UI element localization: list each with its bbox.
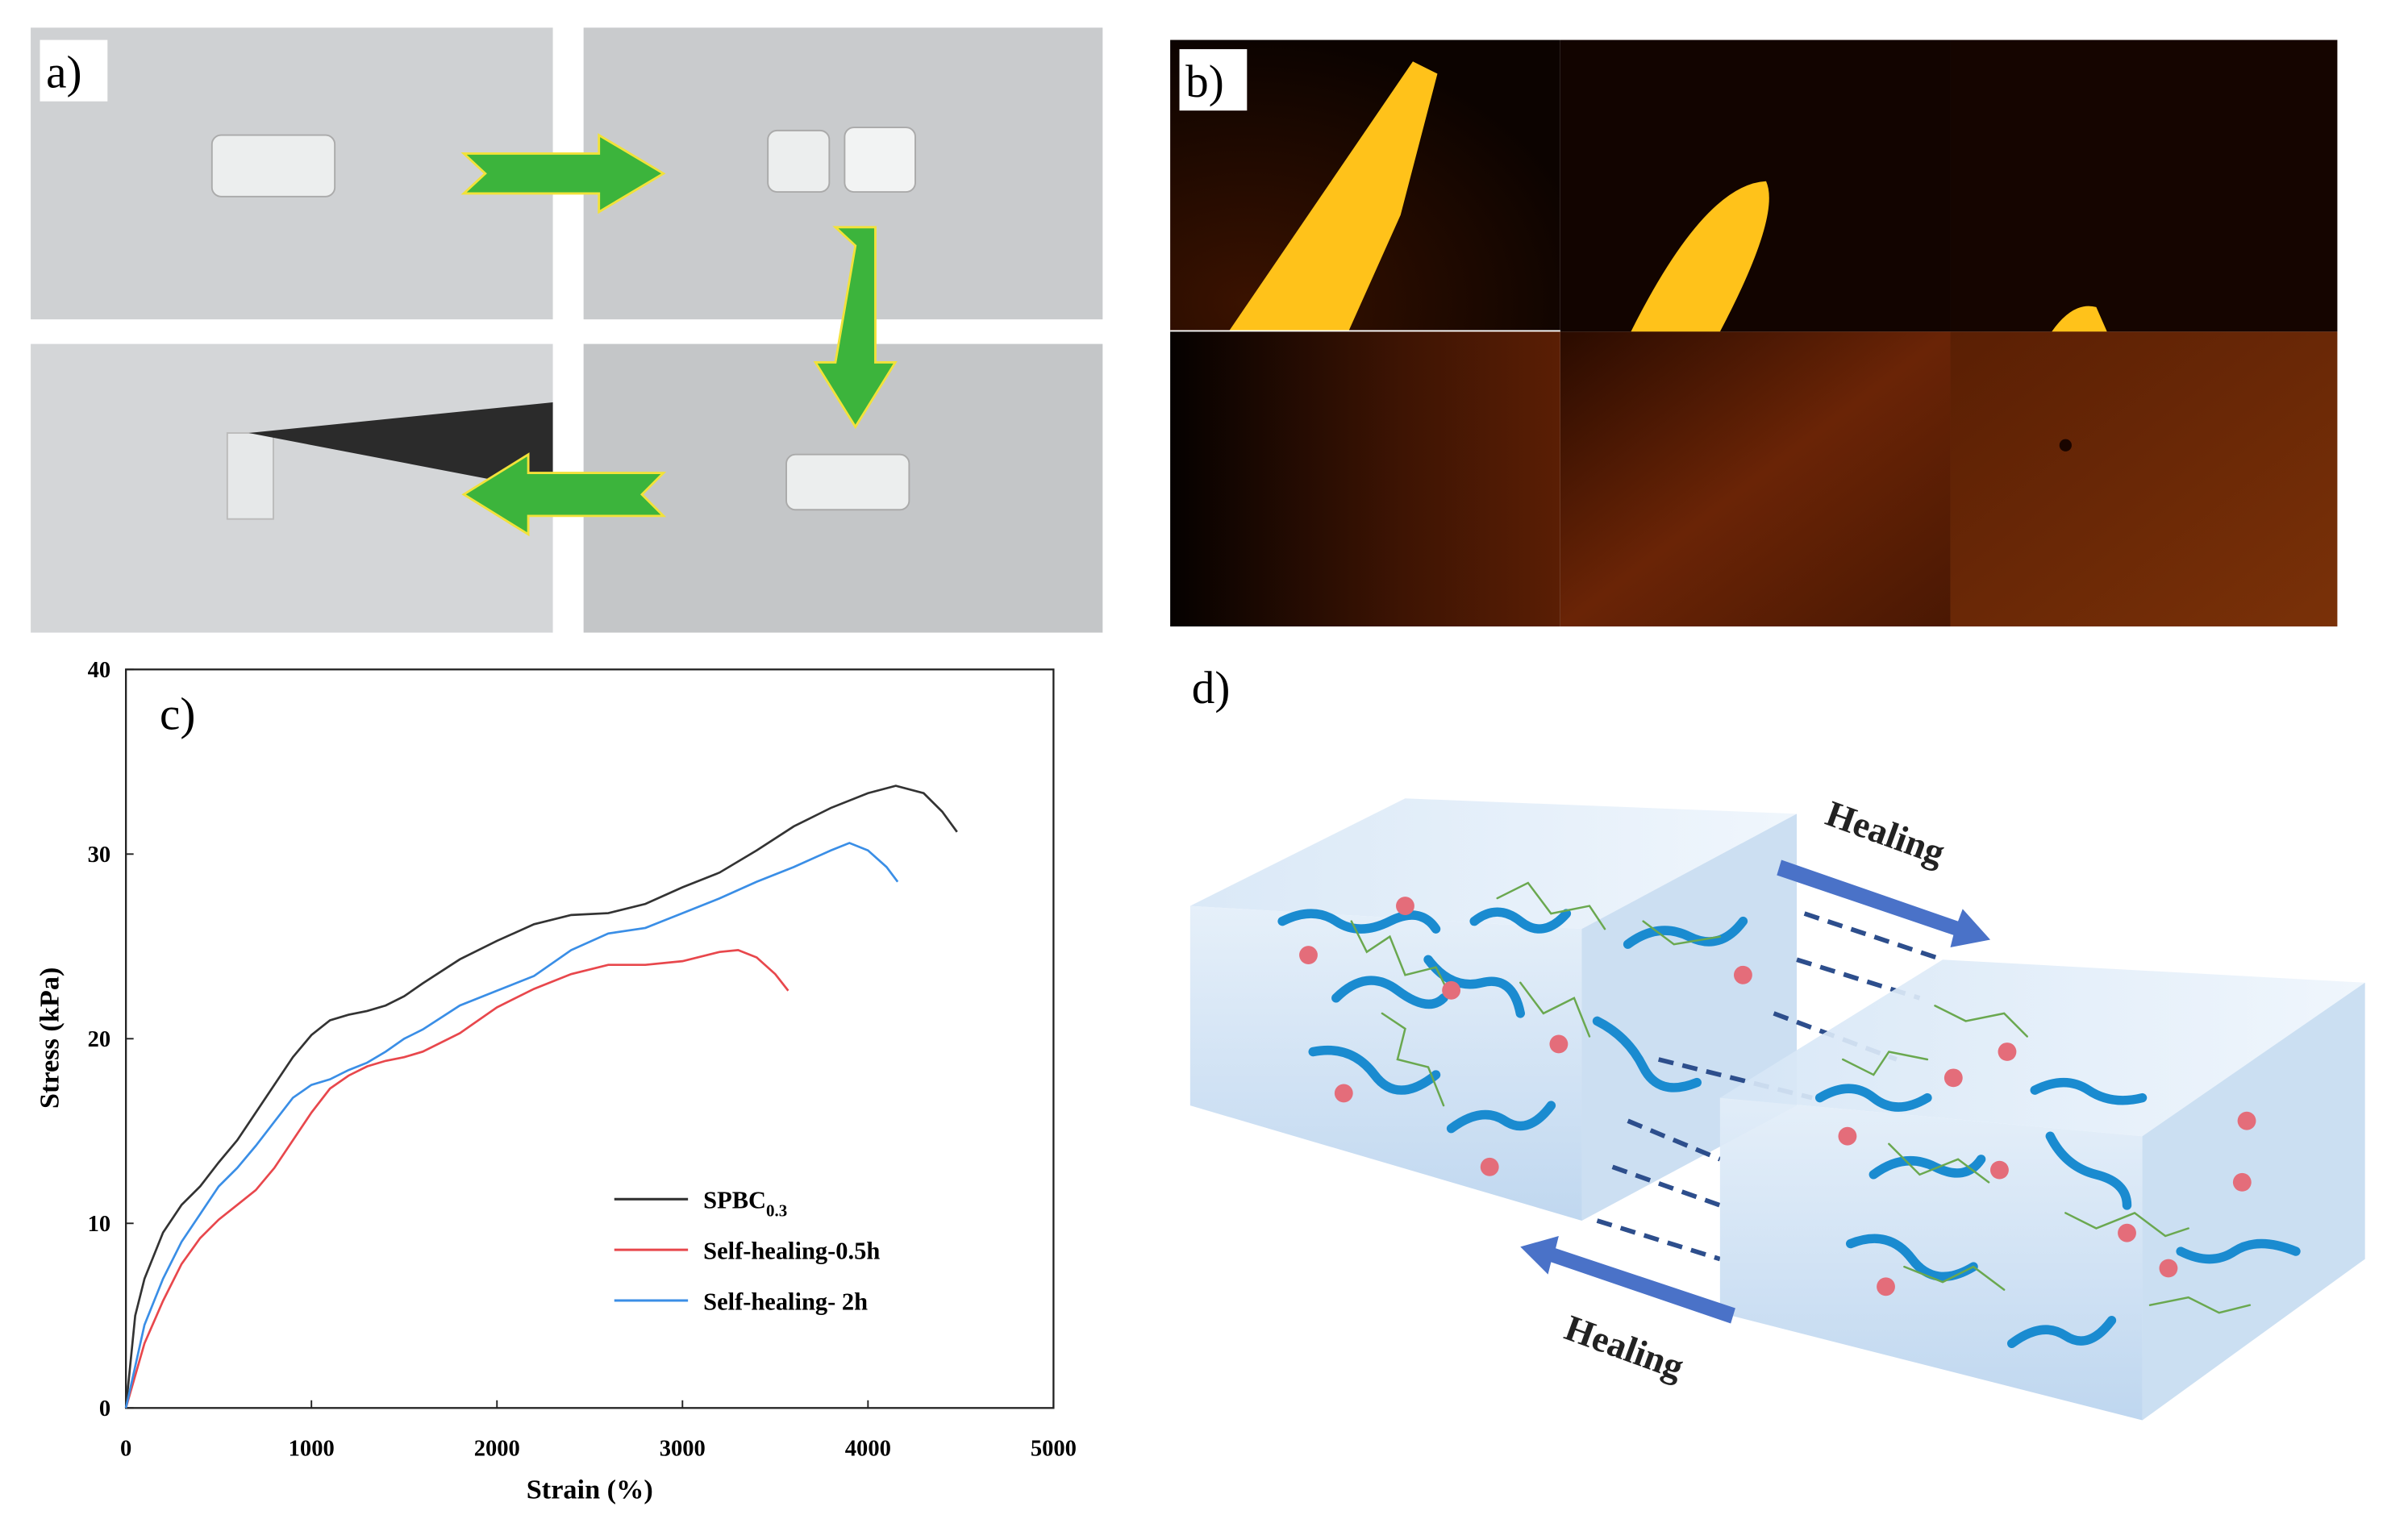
micrograph xyxy=(1170,331,1560,626)
y-tick-label: 40 xyxy=(88,658,111,683)
defect xyxy=(2059,439,2072,452)
legend-label: Self-healing-0.5h xyxy=(703,1238,880,1265)
legend-label: SPBC0.3 xyxy=(703,1187,787,1221)
gel-top xyxy=(1719,959,2365,1137)
label-box xyxy=(1179,48,1248,111)
panel-label: c) xyxy=(160,689,195,740)
specimen xyxy=(226,432,274,520)
y-tick-label: 0 xyxy=(99,1396,110,1421)
micrograph xyxy=(1950,331,2338,626)
y-tick-label: 10 xyxy=(88,1212,111,1237)
specimen xyxy=(767,129,831,194)
panel-a: a) xyxy=(31,27,1103,633)
x-tick-label: 0 xyxy=(120,1436,131,1461)
micrograph xyxy=(1950,40,2338,332)
plot-frame xyxy=(125,668,1055,1409)
healing-arrow xyxy=(1777,859,1991,947)
gel-side xyxy=(2142,982,2365,1421)
specimen xyxy=(785,453,910,511)
x-tick-label: 3000 xyxy=(660,1436,706,1461)
y-tick-label: 20 xyxy=(88,1027,111,1052)
photo xyxy=(583,27,1103,320)
arrow-label: Healing xyxy=(1821,793,1951,873)
panel-label: d) xyxy=(1192,663,1231,714)
data-line xyxy=(124,949,789,1409)
x-axis-label: Strain (%) xyxy=(527,1475,653,1505)
y-tick-label: 30 xyxy=(88,843,111,868)
arrow xyxy=(813,226,898,430)
y-axis-label: Stress (kPa) xyxy=(34,968,65,1109)
arrow-label: Healing xyxy=(1560,1307,1689,1388)
x-tick-label: 4000 xyxy=(845,1436,891,1461)
specimen xyxy=(210,134,336,198)
fluorescence xyxy=(1631,181,1769,332)
specimen xyxy=(844,127,916,194)
gel-front xyxy=(1189,905,1582,1221)
arrow xyxy=(460,133,666,214)
polymer-chains xyxy=(1277,881,2301,1349)
gel-front xyxy=(1719,1097,2143,1421)
panel-d: d) Healing Healing xyxy=(1189,663,2365,1421)
data-line xyxy=(124,842,899,1409)
fluorescence xyxy=(2052,306,2107,332)
panel-c: c) Strain (%) Stress (kPa) 0 1000 2000 3000… xyxy=(34,658,1077,1505)
healing-arrow xyxy=(1520,1236,1735,1324)
photo xyxy=(31,343,553,633)
blade xyxy=(248,402,553,492)
x-tick-label: 1000 xyxy=(289,1436,335,1461)
fluorescence xyxy=(1228,61,1438,332)
panel-b: b) xyxy=(1170,40,2338,626)
ion-dots xyxy=(1299,897,2256,1296)
panel-label: a) xyxy=(46,48,81,98)
arrow xyxy=(461,452,667,537)
x-tick-label: 5000 xyxy=(1031,1436,1077,1461)
micrograph xyxy=(1560,331,1951,626)
x-tick-label: 2000 xyxy=(474,1436,520,1461)
gel-top xyxy=(1189,798,1798,930)
label-box xyxy=(40,40,108,102)
legend-label: Self-healing- 2h xyxy=(703,1288,868,1315)
panel-label: b) xyxy=(1185,56,1224,107)
data-line xyxy=(124,784,958,1409)
